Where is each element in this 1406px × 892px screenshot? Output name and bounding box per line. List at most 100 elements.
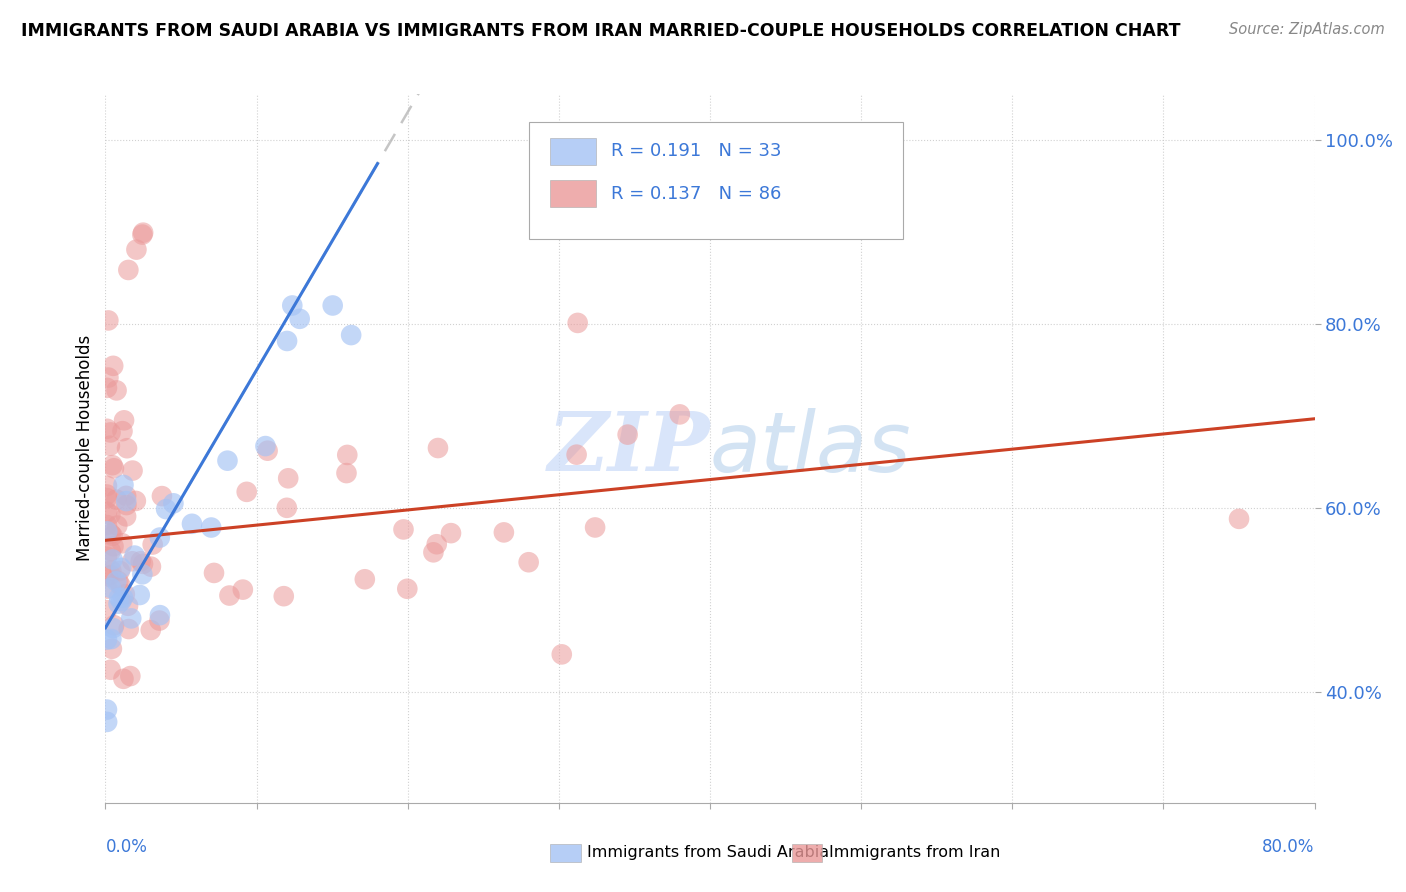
Bar: [792, 844, 823, 862]
Point: [100, 425, 122, 440]
Point: [115, 509, 138, 524]
Point: [100, 564, 122, 578]
Point: [125, 243, 148, 257]
Point: [336, 448, 359, 462]
Point: [120, 669, 142, 683]
Point: [98, 439, 121, 453]
Point: [131, 567, 153, 582]
Point: [139, 559, 162, 574]
Point: [131, 227, 153, 242]
Point: [132, 557, 155, 571]
Point: [105, 574, 128, 589]
Point: [97, 313, 120, 327]
Point: [132, 226, 155, 240]
Point: [96, 632, 118, 647]
Text: Source: ZipAtlas.com: Source: ZipAtlas.com: [1229, 22, 1385, 37]
Point: [96, 703, 118, 717]
Point: [111, 536, 134, 550]
Point: [254, 439, 277, 453]
Point: [101, 458, 124, 473]
Point: [115, 441, 138, 455]
Point: [121, 464, 143, 478]
Point: [100, 663, 122, 677]
Point: [100, 508, 122, 522]
Point: [101, 641, 124, 656]
Point: [422, 545, 444, 559]
Text: R = 0.137   N = 86: R = 0.137 N = 86: [610, 185, 782, 202]
Point: [107, 574, 129, 588]
Point: [105, 518, 128, 533]
Point: [121, 554, 143, 568]
Point: [396, 582, 419, 596]
Point: [567, 316, 589, 330]
Text: R = 0.191   N = 33: R = 0.191 N = 33: [610, 142, 782, 160]
Point: [202, 566, 225, 580]
Point: [124, 549, 146, 563]
Point: [107, 597, 129, 611]
Point: [105, 492, 128, 507]
Point: [96, 487, 118, 501]
Point: [110, 561, 132, 575]
Point: [583, 520, 606, 534]
Point: [110, 594, 132, 608]
Point: [340, 328, 363, 343]
Y-axis label: Married-couple Households: Married-couple Households: [76, 335, 94, 561]
Point: [440, 526, 463, 541]
Point: [118, 622, 141, 636]
Point: [96, 479, 118, 493]
Point: [148, 614, 170, 628]
Point: [335, 466, 357, 480]
Point: [96, 491, 118, 505]
Point: [96, 381, 118, 395]
Point: [96, 549, 118, 564]
Point: [200, 520, 222, 534]
Point: [96, 518, 118, 533]
Point: [101, 529, 124, 543]
Point: [100, 581, 122, 595]
Point: [149, 608, 172, 623]
Point: [273, 589, 295, 603]
Bar: [550, 180, 596, 207]
Point: [117, 599, 139, 613]
Point: [103, 539, 125, 553]
Point: [108, 591, 131, 605]
Bar: [550, 137, 596, 165]
Point: [565, 448, 588, 462]
Point: [100, 632, 122, 646]
Point: [129, 554, 152, 568]
Point: [115, 489, 138, 503]
Point: [322, 298, 344, 312]
Point: [108, 564, 131, 578]
Point: [669, 408, 692, 422]
Point: [101, 552, 124, 566]
Point: [218, 589, 240, 603]
Point: [100, 568, 122, 582]
Point: [427, 441, 450, 455]
Point: [110, 579, 132, 593]
Point: [117, 263, 139, 277]
Point: [103, 618, 125, 632]
Point: [125, 494, 148, 508]
Point: [105, 384, 128, 398]
Point: [111, 424, 134, 438]
Point: [120, 611, 142, 625]
Point: [1227, 512, 1250, 526]
Point: [517, 555, 540, 569]
Point: [181, 516, 204, 531]
FancyBboxPatch shape: [529, 122, 904, 239]
Point: [115, 494, 138, 508]
Point: [353, 572, 375, 586]
Point: [276, 500, 298, 515]
Point: [232, 582, 254, 597]
Point: [235, 484, 257, 499]
Point: [139, 623, 162, 637]
Point: [616, 427, 638, 442]
Point: [155, 502, 177, 516]
Text: 0.0%: 0.0%: [105, 838, 148, 856]
Point: [96, 582, 118, 596]
Point: [128, 588, 150, 602]
Text: ZIP: ZIP: [547, 409, 710, 488]
Text: 80.0%: 80.0%: [1263, 838, 1315, 856]
Point: [492, 525, 515, 540]
Point: [276, 334, 298, 348]
